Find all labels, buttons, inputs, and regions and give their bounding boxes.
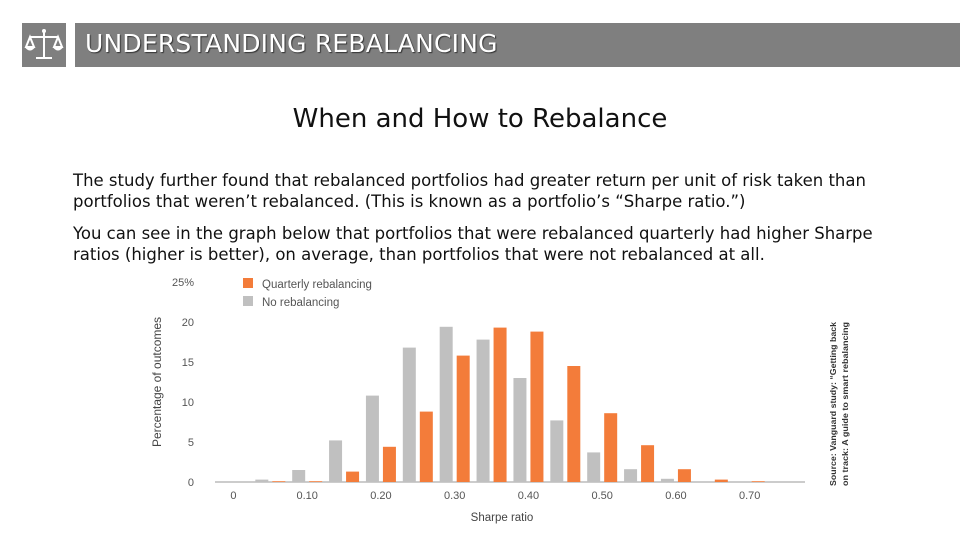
y-axis-title: Percentage of outcomes (150, 317, 164, 447)
bar-no-rebalancing (292, 470, 306, 482)
bar-quarterly-rebalancing (714, 479, 728, 482)
y-tick-label: 10 (182, 397, 194, 409)
x-tick-label: 0 (230, 490, 236, 502)
legend-label: No rebalancing (262, 297, 339, 309)
bar-quarterly-rebalancing (382, 446, 396, 482)
source-note-line1: Source: Vanguard study: “Getting back (828, 322, 838, 486)
bar-quarterly-rebalancing (419, 411, 433, 482)
logo-box (22, 23, 66, 67)
bar-quarterly-rebalancing (493, 327, 507, 482)
bar-no-rebalancing (255, 479, 269, 482)
y-tick-label: 25% (172, 277, 194, 289)
bar-quarterly-rebalancing (567, 366, 581, 482)
legend-swatch (243, 278, 253, 288)
sharpe-ratio-histogram: Percentage of outcomes 0 5 10 15 20 25% 0 0.10… (150, 277, 805, 524)
legend-swatch (243, 296, 253, 306)
scales-of-justice-icon (24, 29, 64, 59)
bar-no-rebalancing (697, 481, 711, 482)
bar-no-rebalancing (402, 347, 416, 482)
slide-subtitle: When and How to Rebalance (292, 104, 668, 134)
legend-label: Quarterly rebalancing (262, 279, 372, 291)
bar-quarterly-rebalancing (346, 471, 360, 482)
bar-quarterly-rebalancing (309, 481, 323, 482)
bar-no-rebalancing (587, 452, 601, 482)
x-axis-title: Sharpe ratio (471, 512, 534, 524)
bar-quarterly-rebalancing (641, 445, 655, 482)
y-tick-label: 0 (188, 477, 194, 489)
source-note: Source: Vanguard study: “Getting back on… (828, 322, 850, 486)
bar-quarterly-rebalancing (272, 481, 286, 482)
bar-no-rebalancing (550, 420, 564, 482)
y-tick-label: 20 (182, 317, 194, 329)
x-tick-label: 0.70 (739, 490, 760, 502)
bar-no-rebalancing (476, 339, 490, 482)
header-title: UNDERSTANDING REBALANCING (85, 29, 498, 58)
bar-no-rebalancing (365, 395, 379, 482)
x-tick-label: 0.50 (591, 490, 612, 502)
x-tick-label: 0.30 (444, 490, 465, 502)
bar-no-rebalancing (513, 378, 527, 482)
y-tick-label: 5 (188, 437, 194, 449)
bar-quarterly-rebalancing (751, 481, 765, 482)
bar-no-rebalancing (624, 469, 638, 482)
bar-no-rebalancing (329, 440, 343, 482)
x-tick-label: 0.20 (370, 490, 391, 502)
x-tick-label: 0.40 (518, 490, 539, 502)
bar-quarterly-rebalancing (677, 469, 691, 482)
x-tick-label: 0.60 (665, 490, 686, 502)
bar-quarterly-rebalancing (456, 355, 470, 482)
header-bar: UNDERSTANDING REBALANCING (75, 23, 960, 67)
source-note-line2: on track: A guide to smart rebalancing (840, 322, 850, 486)
x-tick-label: 0.10 (296, 490, 317, 502)
bar-no-rebalancing (734, 481, 748, 482)
bar-quarterly-rebalancing (530, 331, 544, 482)
paragraph-graph-explanation: You can see in the graph below that port… (73, 224, 873, 264)
bar-no-rebalancing (439, 326, 453, 482)
paragraph-sharpe-intro: The study further found that rebalanced … (73, 171, 866, 211)
bar-no-rebalancing (660, 478, 674, 482)
bar-quarterly-rebalancing (604, 413, 618, 482)
bar-no-rebalancing (218, 481, 232, 482)
y-tick-label: 15 (182, 357, 194, 369)
